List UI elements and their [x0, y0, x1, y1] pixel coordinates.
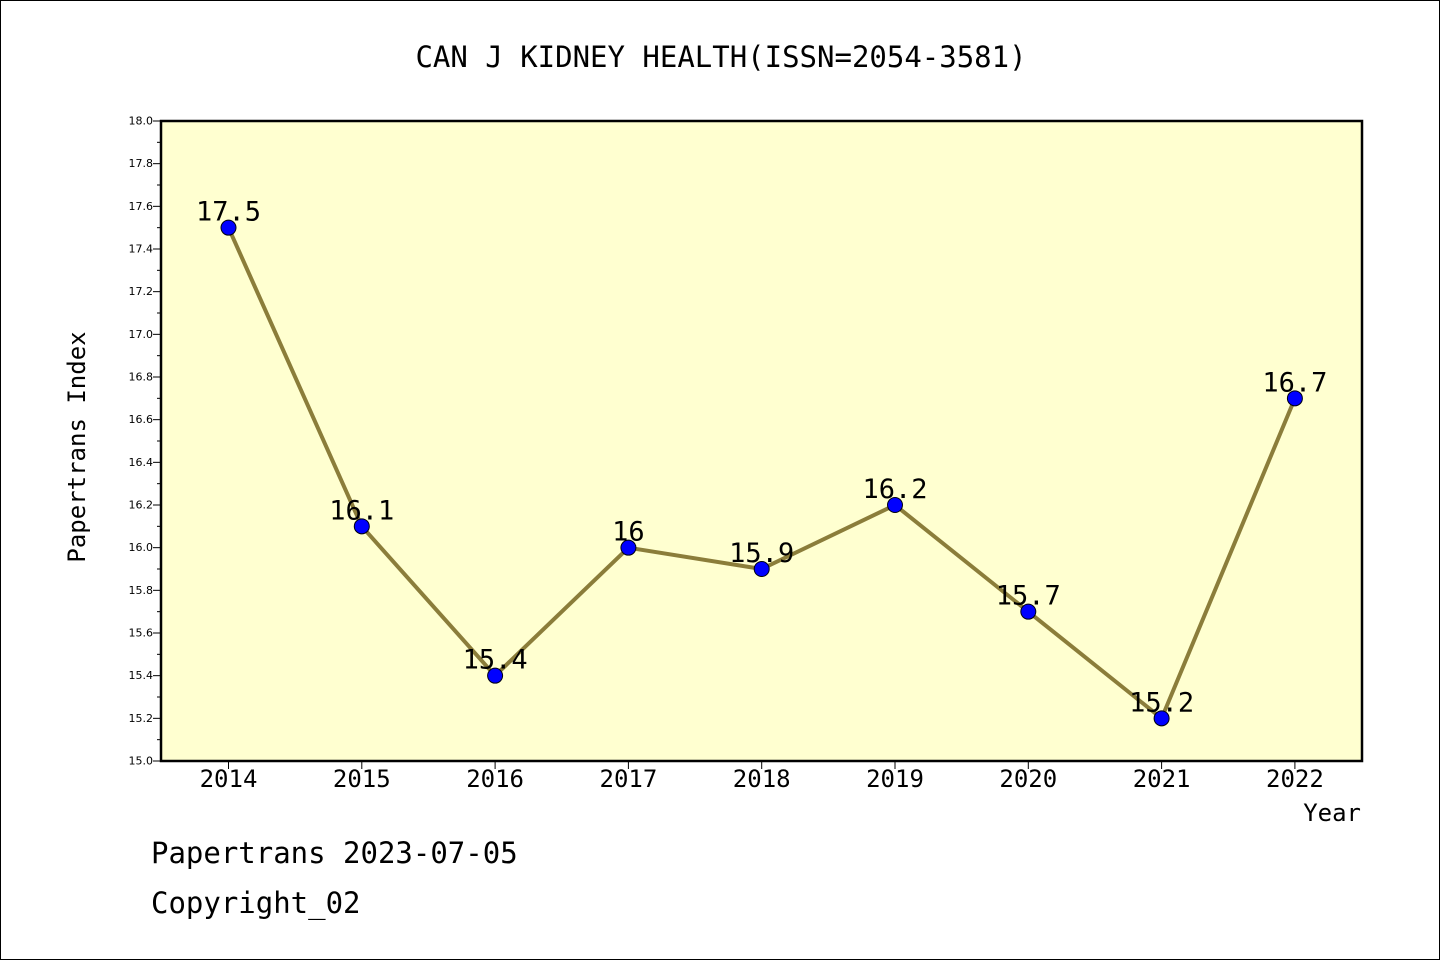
- data-point-2020: [1020, 603, 1037, 620]
- footer-date-text: Papertrans 2023-07-05: [151, 836, 518, 870]
- y-tick-label: 15.6: [129, 627, 154, 640]
- x-tick-label: 2016: [466, 765, 524, 793]
- y-tick-label: 17.8: [129, 157, 154, 170]
- data-point-2018: [753, 561, 770, 577]
- y-tick-label: 18.0: [129, 115, 154, 128]
- y-tick-label: 17.0: [129, 328, 154, 341]
- x-tick-label: 2017: [600, 765, 658, 793]
- data-point-2022: [1286, 390, 1303, 407]
- data-label-2015: 16.1: [329, 495, 394, 526]
- x-tick-label: 2022: [1266, 765, 1324, 793]
- y-axis-label: Papertrans Index: [63, 331, 91, 562]
- x-axis-label: Year: [1303, 799, 1361, 827]
- data-point-2021: [1153, 710, 1170, 727]
- data-label-2016: 15.4: [463, 645, 528, 676]
- x-tick-label: 2021: [1133, 765, 1191, 793]
- y-tick-label: 16.6: [129, 413, 154, 426]
- x-tick-label: 2014: [200, 765, 258, 793]
- data-point-2015: [353, 518, 370, 535]
- y-tick-label: 17.2: [129, 285, 154, 298]
- data-label-2019: 16.2: [862, 474, 927, 505]
- plot-area: [161, 121, 1362, 761]
- y-tick-label: 17.4: [129, 243, 154, 256]
- data-label-2018: 15.9: [729, 538, 794, 569]
- y-tick-label: 15.2: [129, 712, 154, 725]
- data-label-2021: 15.2: [1129, 687, 1194, 718]
- y-tick-label: 17.6: [129, 200, 154, 213]
- data-point-2017: [620, 539, 637, 556]
- y-tick-label: 16.8: [129, 371, 154, 384]
- plot-border: [159, 119, 1364, 763]
- x-tick-label: 2015: [333, 765, 391, 793]
- footer-copyright-text: Copyright_02: [151, 886, 361, 920]
- y-tick-label: 15.8: [129, 584, 154, 597]
- x-tick-label: 2020: [999, 765, 1057, 793]
- data-label-2022: 16.7: [1262, 367, 1327, 398]
- chart-title: CAN J KIDNEY HEALTH(ISSN=2054-3581): [415, 40, 1026, 74]
- y-tick-label: 16.4: [129, 456, 154, 469]
- data-point-2019: [887, 497, 903, 513]
- series-layer: 17.5 16.1 15.4 16 15.9 16.2 15.7 15.2 16.7: [196, 197, 1327, 727]
- data-point-2014: [220, 219, 237, 236]
- data-point-2016: [487, 667, 504, 684]
- data-label-2017: 16: [612, 517, 645, 548]
- x-tick-label: 2018: [733, 765, 791, 793]
- x-tick-label: 2019: [866, 765, 924, 793]
- y-axis-ticks: 15.0 15.2 15.4 15.6 15.8 16.0 16.2 16.4 16.6 16.8…: [129, 115, 161, 768]
- y-tick-label: 16.2: [129, 499, 154, 512]
- y-tick-label: 15.4: [129, 669, 154, 682]
- x-axis-ticks: 2014 2015 2016 2017 2018 2019 2020 2021 2022: [200, 761, 1324, 793]
- y-tick-label: 16.0: [129, 541, 154, 554]
- data-label-2014: 17.5: [196, 197, 261, 228]
- data-label-2020: 15.7: [996, 581, 1061, 612]
- y-tick-label: 15.0: [129, 755, 154, 768]
